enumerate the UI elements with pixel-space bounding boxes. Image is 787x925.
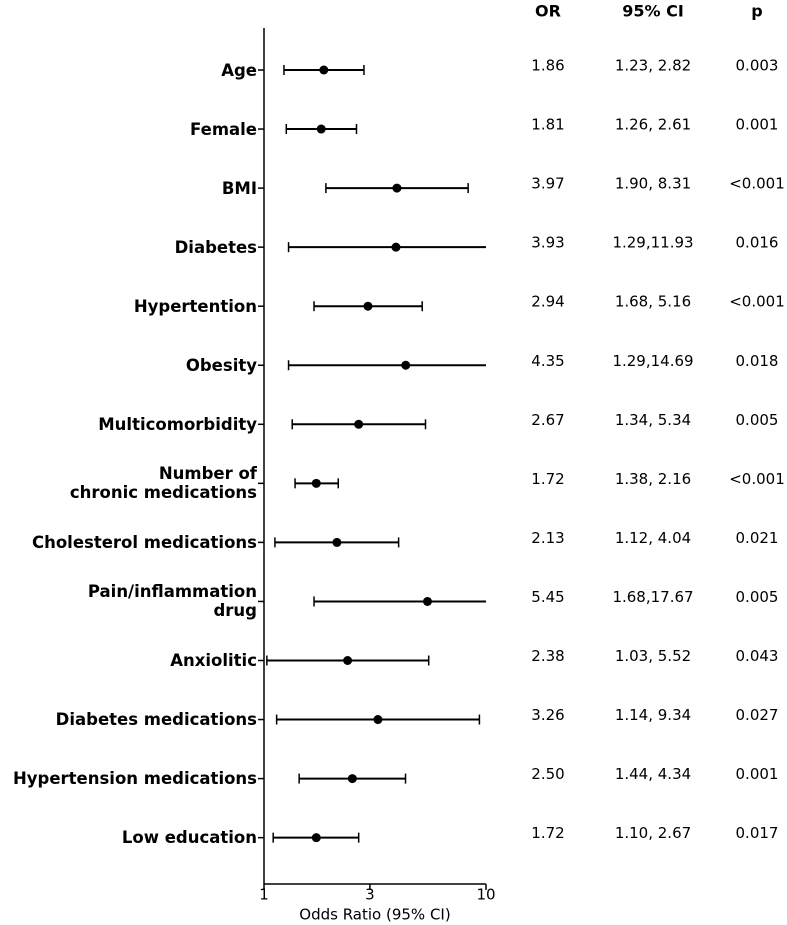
x-tick-label: 10	[476, 886, 495, 904]
category-label-box: Cholesterol medications	[31, 532, 257, 552]
x-tick-label: 3	[365, 886, 375, 904]
category-label-box: Number of chronic medications	[69, 464, 257, 503]
ci-label: 1.44, 4.34	[615, 765, 691, 783]
category-label: Hypertention	[133, 296, 257, 316]
or-label: 1.86	[531, 57, 564, 75]
x-tick-label: 1	[259, 886, 269, 904]
column-header: 95% CI	[622, 2, 684, 21]
or-label: 3.97	[531, 175, 564, 193]
category-label-box: Diabetes	[174, 237, 257, 257]
ci-label: 1.38, 2.16	[615, 470, 691, 488]
or-label: 2.13	[531, 529, 564, 547]
ci-label: 1.26, 2.61	[615, 116, 691, 134]
category-label: Age	[221, 60, 257, 80]
or-label: 1.72	[531, 824, 564, 842]
p-label: <0.001	[729, 470, 785, 488]
column-header: p	[751, 2, 762, 21]
point	[347, 774, 357, 784]
category-label-box: Anxiolitic	[170, 651, 257, 670]
plot-area	[266, 65, 486, 843]
p-label: 0.018	[736, 352, 779, 370]
or-label: 1.81	[531, 116, 564, 134]
p-label: 0.016	[736, 234, 779, 252]
or-label: 4.35	[531, 352, 564, 370]
or-label: 5.45	[531, 588, 564, 606]
p-label: 0.003	[736, 57, 779, 75]
ci-label: 1.29,11.93	[612, 234, 693, 252]
point	[391, 242, 401, 252]
column-header: OR	[535, 2, 561, 21]
category-label-box: BMI	[221, 178, 257, 198]
category-label: Obesity	[185, 355, 257, 375]
p-label: 0.043	[736, 647, 779, 665]
point	[316, 124, 326, 134]
p-label: 0.017	[736, 824, 779, 842]
or-label: 2.94	[531, 293, 564, 311]
or-label: 2.67	[531, 411, 564, 429]
category-label: BMI	[221, 178, 257, 198]
ci-label: 1.10, 2.67	[615, 824, 691, 842]
point	[332, 537, 342, 547]
point	[343, 656, 353, 665]
point	[392, 183, 402, 193]
point	[363, 301, 373, 311]
category-label-box: Age	[221, 60, 257, 80]
point	[422, 596, 432, 606]
ci-label: 1.90, 8.31	[615, 175, 691, 193]
category-label: Diabetes	[174, 237, 257, 257]
p-label: 0.005	[736, 588, 779, 606]
p-label: 0.001	[736, 116, 779, 134]
category-label-box: Female	[190, 119, 257, 139]
or-label: 2.38	[531, 647, 564, 665]
ci-label: 1.23, 2.82	[615, 57, 691, 75]
p-label: 0.005	[736, 411, 779, 429]
p-label: <0.001	[729, 175, 785, 193]
or-label: 1.72	[531, 470, 564, 488]
ci-label: 1.03, 5.52	[615, 647, 691, 665]
category-label: Female	[190, 119, 257, 139]
category-label-box: Low education	[121, 828, 257, 848]
category-label: Anxiolitic	[170, 651, 257, 670]
category-label: Diabetes medications	[55, 710, 257, 730]
point	[373, 715, 383, 725]
category-label-box: Pain/inflammation drug	[87, 582, 257, 621]
or-label: 3.26	[531, 706, 564, 724]
point	[311, 833, 321, 843]
category-label-box: Diabetes medications	[55, 710, 257, 730]
point	[319, 65, 329, 75]
category-label: Cholesterol medications	[31, 532, 257, 552]
category-label-box: Hypertension medications	[12, 769, 257, 789]
category-label: Hypertension medications	[12, 769, 257, 789]
ci-label: 1.68, 5.16	[615, 293, 691, 311]
category-label-box: Hypertention	[133, 296, 257, 316]
category-label: Low education	[121, 828, 257, 848]
p-label: 0.021	[736, 529, 779, 547]
point	[354, 419, 364, 429]
or-label: 3.93	[531, 234, 564, 252]
point	[401, 360, 411, 370]
ci-label: 1.14, 9.34	[615, 706, 691, 724]
p-label: 0.001	[736, 765, 779, 783]
ci-label: 1.29,14.69	[612, 352, 693, 370]
ci-label: 1.34, 5.34	[615, 411, 691, 429]
category-label: Pain/inflammation drug	[87, 582, 257, 621]
category-label-box: Obesity	[185, 355, 257, 375]
p-label: 0.027	[736, 706, 779, 724]
category-label: Multicomorbidity	[98, 414, 257, 434]
p-label: <0.001	[729, 293, 785, 311]
category-label: Number of chronic medications	[69, 464, 257, 503]
x-axis-label: Odds Ratio (95% CI)	[299, 906, 450, 924]
or-label: 2.50	[531, 765, 564, 783]
point	[311, 478, 321, 488]
ci-label: 1.68,17.67	[612, 588, 693, 606]
category-label-box: Multicomorbidity	[98, 414, 257, 434]
ci-label: 1.12, 4.04	[615, 529, 691, 547]
